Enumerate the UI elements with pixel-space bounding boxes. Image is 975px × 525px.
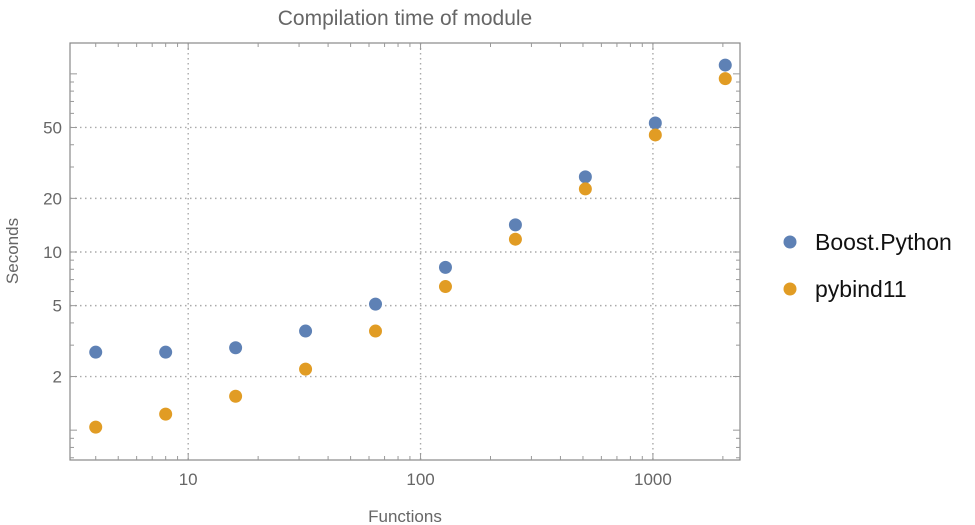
data-point-pybind11 bbox=[159, 407, 173, 421]
legend-label-boost-python: Boost.Python bbox=[815, 229, 952, 255]
data-point-boost-python bbox=[648, 116, 662, 130]
legend-marker-pybind11 bbox=[783, 282, 797, 296]
data-point-pybind11 bbox=[229, 389, 243, 403]
x-tick-label: 100 bbox=[406, 470, 434, 489]
data-point-boost-python bbox=[159, 345, 173, 359]
x-tick-label: 10 bbox=[179, 470, 198, 489]
data-point-pybind11 bbox=[578, 182, 592, 196]
data-point-pybind11 bbox=[718, 72, 732, 86]
data-point-pybind11 bbox=[508, 232, 522, 246]
data-point-boost-python bbox=[229, 341, 243, 355]
data-point-pybind11 bbox=[299, 362, 313, 376]
data-point-boost-python bbox=[89, 345, 103, 359]
legend-label-pybind11: pybind11 bbox=[815, 276, 907, 302]
data-point-boost-python bbox=[369, 297, 383, 311]
legend-marker-boost-python bbox=[783, 235, 797, 249]
data-point-boost-python bbox=[438, 260, 452, 274]
y-tick-label: 20 bbox=[43, 189, 62, 208]
y-axis-label: Seconds bbox=[3, 218, 22, 284]
x-axis-label: Functions bbox=[368, 507, 442, 525]
legend: Boost.Python pybind11 bbox=[783, 229, 952, 302]
data-point-boost-python bbox=[508, 218, 522, 232]
x-tick-label: 1000 bbox=[634, 470, 672, 489]
plot-frame bbox=[69, 42, 741, 461]
y-tick-label: 50 bbox=[43, 118, 62, 137]
grid bbox=[70, 43, 740, 460]
data-point-boost-python bbox=[578, 170, 592, 184]
y-tick-label: 2 bbox=[53, 368, 62, 387]
data-point-pybind11 bbox=[648, 128, 662, 142]
data-point-pybind11 bbox=[369, 324, 383, 338]
y-tick-label: 5 bbox=[53, 297, 62, 316]
chart-title: Compilation time of module bbox=[278, 7, 532, 30]
data-point-pybind11 bbox=[89, 420, 103, 434]
data-point-boost-python bbox=[299, 324, 313, 338]
points bbox=[89, 58, 732, 434]
y-tick-label: 10 bbox=[43, 243, 62, 262]
ticks: 10 100 1000 2 5 10 20 50 bbox=[43, 43, 740, 489]
data-point-boost-python bbox=[718, 58, 732, 72]
data-point-pybind11 bbox=[438, 280, 452, 294]
